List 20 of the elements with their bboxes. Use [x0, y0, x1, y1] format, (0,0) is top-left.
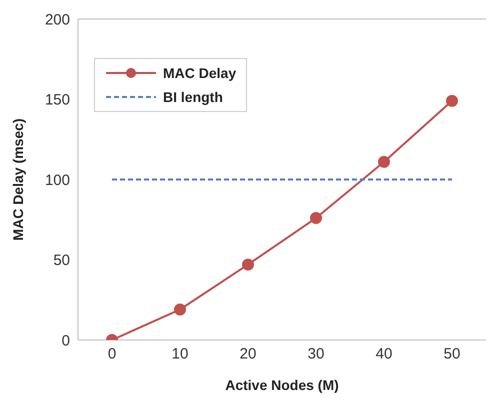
x-tick-label: 30	[308, 346, 324, 363]
y-axis-title: MAC Delay (msec)	[10, 118, 26, 241]
x-tick-label: 0	[108, 346, 116, 363]
x-tick-label: 20	[240, 346, 256, 363]
x-tick-label: 10	[172, 346, 188, 363]
y-tick-label: 200	[44, 11, 70, 28]
y-tick-label: 0	[62, 332, 70, 350]
y-tick-label: 150	[44, 92, 70, 109]
y-tick-label: 50	[53, 252, 70, 270]
x-axis-title: Active Nodes (M)	[225, 377, 339, 393]
legend-label: MAC Delay	[163, 65, 236, 81]
point	[446, 94, 458, 107]
x-tick-label: 40	[376, 346, 392, 363]
point	[242, 258, 254, 271]
x-tick-label: 50	[444, 346, 460, 363]
point	[378, 156, 390, 168]
legend-label: BI length	[163, 89, 223, 105]
point	[174, 304, 186, 316]
point	[310, 212, 322, 224]
y-tick-label: 100	[44, 172, 70, 189]
